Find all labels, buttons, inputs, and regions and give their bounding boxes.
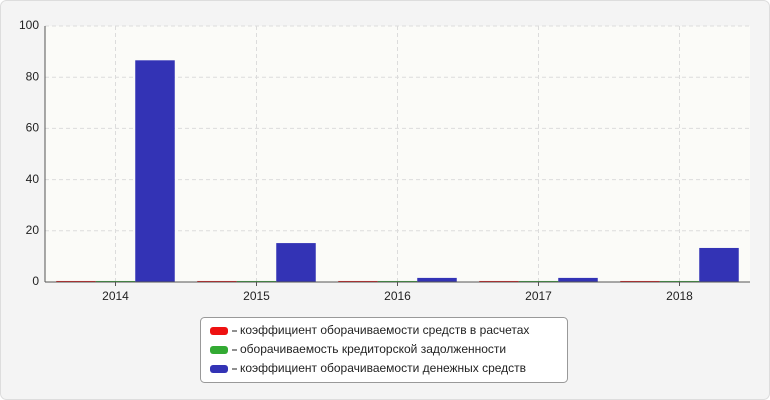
y-tick-label: 60: [26, 121, 40, 135]
bar: [276, 243, 316, 282]
bar: [558, 277, 598, 282]
x-tick-label: 2017: [525, 289, 552, 303]
x-tick-label: 2015: [243, 289, 270, 303]
legend-label: коэффициент оборачиваемости средств в ра…: [240, 323, 529, 337]
y-tick-label: 20: [26, 223, 40, 237]
legend-swatch: [210, 365, 228, 373]
bar: [135, 60, 175, 282]
bar: [699, 247, 739, 282]
legend-label: коэффициент оборачиваемости денежных сре…: [240, 361, 526, 375]
legend-box: [200, 317, 568, 383]
y-tick-label: 100: [19, 18, 39, 32]
y-tick-label: 0: [32, 274, 39, 288]
x-tick-label: 2014: [102, 289, 129, 303]
legend-swatch: [210, 346, 228, 354]
y-tick-label: 80: [26, 69, 40, 83]
bar: [417, 277, 457, 282]
x-tick-label: 2016: [384, 289, 411, 303]
legend-swatch: [210, 327, 228, 335]
legend-label: оборачиваемость кредиторской задолженнос…: [240, 342, 506, 356]
y-tick-label: 40: [26, 172, 40, 186]
x-tick-label: 2018: [666, 289, 693, 303]
